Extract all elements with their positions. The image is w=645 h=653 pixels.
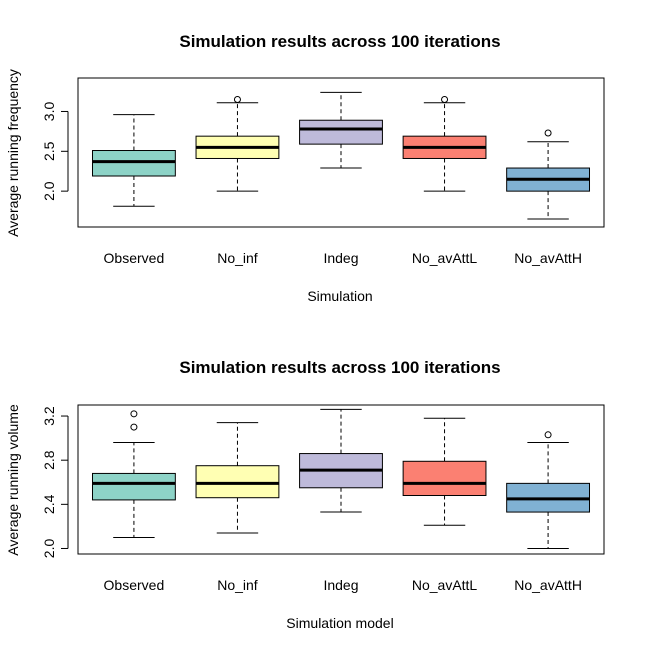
x-tick-label: No_avAttH xyxy=(514,250,582,266)
iqr-box xyxy=(91,472,176,501)
y-axis-label: Average running frequency xyxy=(5,69,21,237)
plot-frame xyxy=(77,404,605,555)
x-tick-label: Observed xyxy=(104,250,165,266)
x-tick-label: Observed xyxy=(104,577,165,593)
box-no-inf xyxy=(195,422,280,534)
x-axis-label: Simulation xyxy=(307,288,372,304)
y-tick-label: 2.8 xyxy=(41,450,57,470)
plot-frame xyxy=(77,77,605,228)
x-tick-label: Indeg xyxy=(323,250,358,266)
chart-panel-frequency: Simulation results across 100 iterations… xyxy=(5,32,605,304)
outlier-point xyxy=(441,96,449,104)
box-no-avattl xyxy=(402,96,487,192)
y-axis-label: Average running volume xyxy=(5,404,21,556)
chart-title: Simulation results across 100 iterations xyxy=(179,358,500,377)
y-tick-label: 2.0 xyxy=(41,181,57,201)
x-tick-label: No_inf xyxy=(217,250,258,266)
chart-panel-volume: Simulation results across 100 iterations… xyxy=(5,358,605,631)
outlier-point xyxy=(544,431,552,439)
iqr-box xyxy=(91,150,176,177)
chart-title: Simulation results across 100 iterations xyxy=(179,32,500,51)
box-observed xyxy=(91,114,176,207)
box-no-avattl xyxy=(402,417,487,526)
outlier-point xyxy=(130,423,138,431)
y-tick-label: 2.4 xyxy=(41,494,57,514)
y-tick-label: 3.2 xyxy=(41,406,57,426)
x-tick-label: No_avAttL xyxy=(412,577,478,593)
y-tick-label: 3.0 xyxy=(41,102,57,122)
box-observed xyxy=(91,410,176,538)
outlier-point xyxy=(233,96,241,104)
box-no-avatth xyxy=(506,129,591,220)
iqr-box xyxy=(195,465,280,499)
x-tick-label: No_avAttH xyxy=(514,577,582,593)
x-tick-label: No_inf xyxy=(217,577,258,593)
outlier-point xyxy=(544,129,552,137)
x-axis-label: Simulation model xyxy=(286,615,393,631)
iqr-box xyxy=(299,119,383,145)
y-tick-label: 2.5 xyxy=(41,141,57,161)
box-indeg xyxy=(299,408,383,513)
x-tick-label: Indeg xyxy=(323,577,358,593)
box-no-inf xyxy=(195,96,280,192)
box-no-avatth xyxy=(506,431,591,549)
iqr-box xyxy=(402,460,487,497)
box-indeg xyxy=(299,91,383,169)
y-tick-label: 2.0 xyxy=(41,539,57,559)
x-tick-label: No_avAttL xyxy=(412,250,478,266)
outlier-point xyxy=(130,410,138,418)
